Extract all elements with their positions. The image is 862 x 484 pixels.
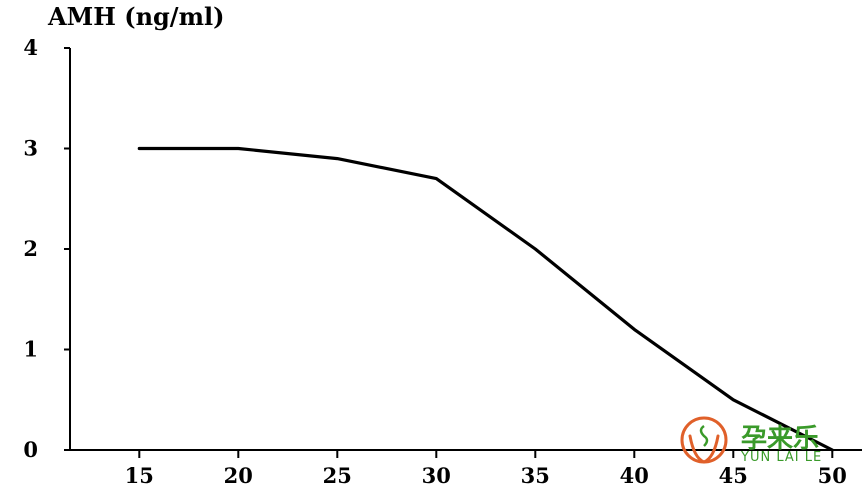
x-tick-label: 30: [422, 463, 451, 484]
x-tick-label: 45: [719, 463, 748, 484]
y-ticks: 0 1 2 3 4: [23, 35, 70, 462]
y-tick-label: 2: [23, 236, 38, 261]
y-tick-label: 1: [23, 337, 38, 362]
x-tick-label: 25: [323, 463, 352, 484]
y-tick-label: 0: [23, 437, 38, 462]
x-ticks: 15 20 25 30 35 40 45 50: [125, 450, 847, 484]
x-tick-label: 15: [125, 463, 154, 484]
x-tick-label: 40: [620, 463, 649, 484]
y-tick-label: 3: [23, 136, 38, 161]
x-tick-label: 50: [818, 463, 847, 484]
y-axis-label: AMH (ng/ml): [47, 2, 224, 31]
amh-series-line: [137, 146, 834, 452]
x-tick-label: 35: [521, 463, 550, 484]
watermark-logo: 孕来乐 YUN LAI LE: [680, 416, 822, 465]
watermark-english-text: YUN LAI LE: [740, 450, 822, 465]
y-tick-label: 4: [23, 35, 38, 60]
series-group: [137, 146, 834, 452]
hands-cradling-baby-icon: [680, 416, 728, 464]
watermark-chinese-text: 孕来乐: [741, 424, 819, 454]
x-tick-label: 20: [224, 463, 253, 484]
